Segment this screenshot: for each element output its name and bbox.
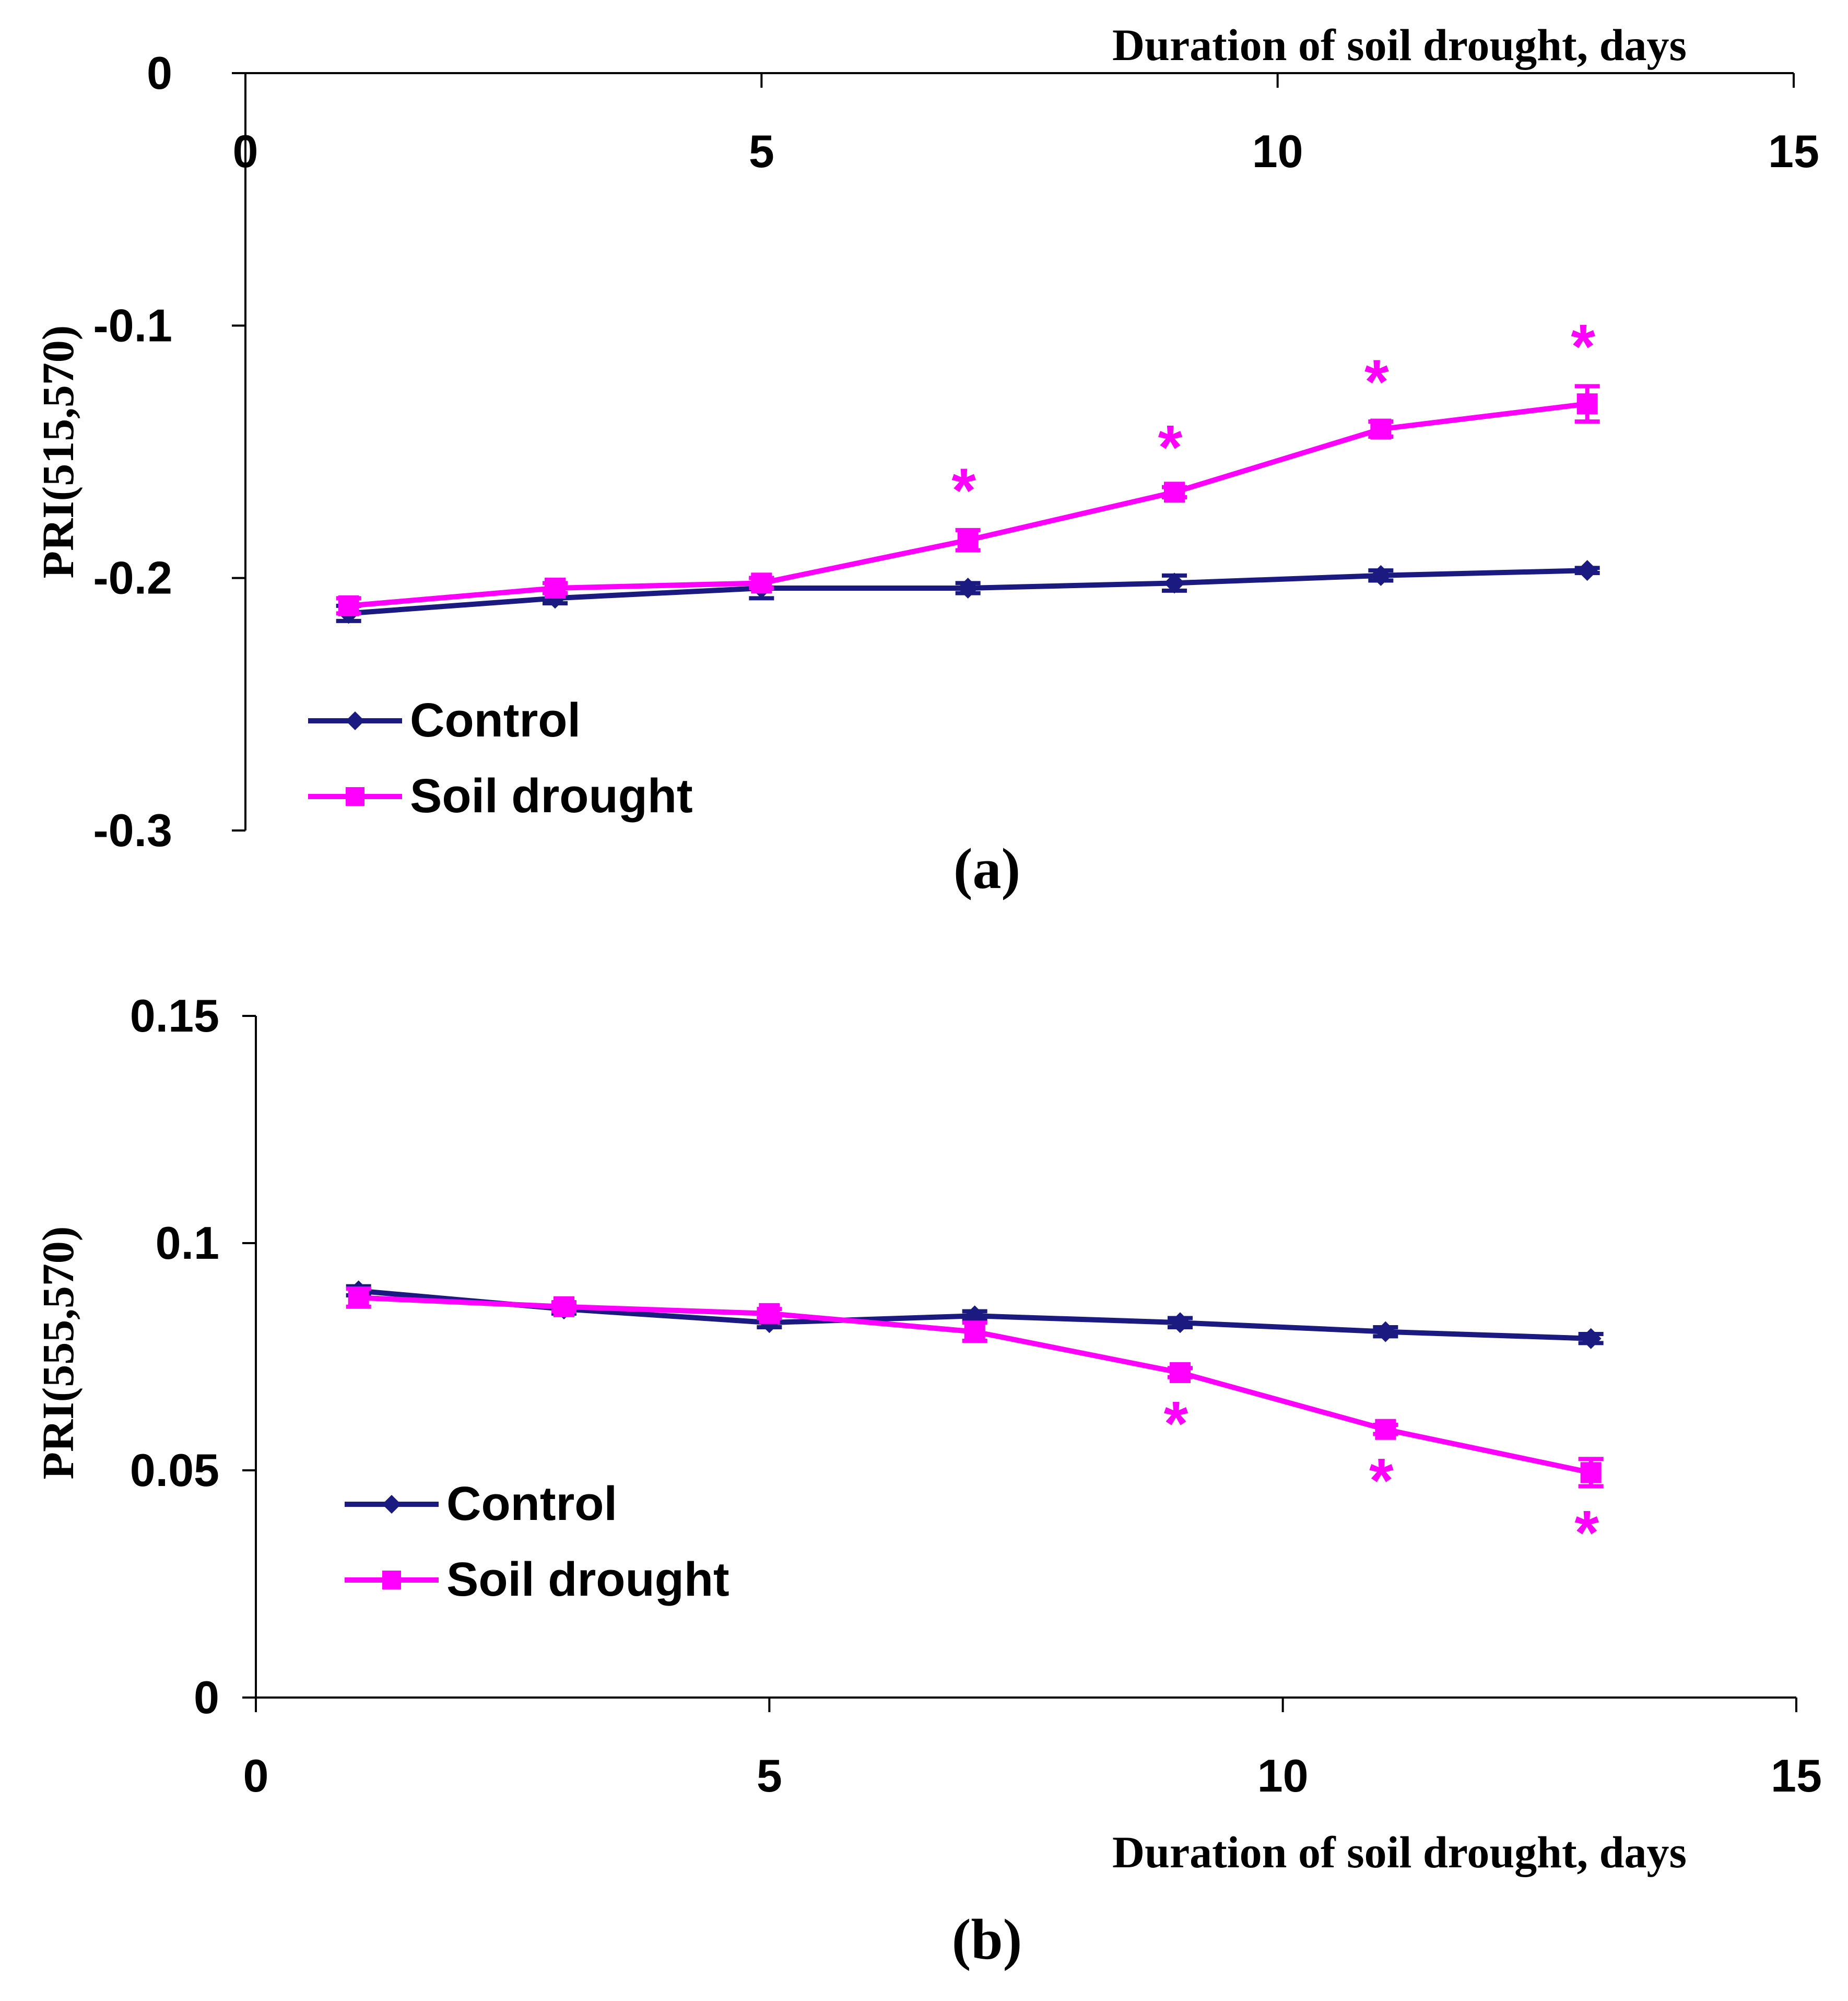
- legend: Control Soil drought: [345, 1477, 729, 1606]
- data-point: [759, 1303, 780, 1324]
- data-point: [1375, 1321, 1396, 1342]
- data-point: [1576, 560, 1598, 581]
- significance-star: *: [951, 455, 976, 525]
- legend-item: Control: [345, 1477, 617, 1530]
- data-point: [545, 578, 566, 599]
- y-axis-title: PRI(515,570): [33, 325, 83, 579]
- legend-item: Control: [308, 694, 581, 747]
- legend-label: Soil drought: [410, 769, 693, 823]
- series-soil-drought: * * * *: [336, 311, 1600, 616]
- data-point: [957, 578, 979, 599]
- y-tick-label: 0.05: [130, 1444, 219, 1496]
- data-point: [751, 572, 772, 594]
- x-tick-label: 5: [757, 1750, 782, 1801]
- legend-item: Soil drought: [345, 1553, 729, 1606]
- legend-marker: [346, 711, 364, 730]
- legend-item: Soil drought: [308, 769, 693, 823]
- panel-a: 0 5 10 15 0 -0.1 -0.2 -0.3 Duration of soil drou…: [33, 20, 1819, 900]
- data-point: [1375, 1419, 1396, 1440]
- data-point: [1170, 1362, 1191, 1383]
- x-axis-title: Duration of soil drought, days: [1112, 20, 1687, 70]
- significance-star: *: [1164, 1389, 1188, 1459]
- y-tick-label: 0.15: [130, 990, 219, 1042]
- data-point: [1370, 565, 1392, 586]
- data-point: [1580, 1462, 1602, 1483]
- y-tick-label: -0.3: [93, 804, 172, 856]
- significance-star: *: [1364, 347, 1389, 417]
- data-point: [348, 1287, 369, 1308]
- x-tick-label: 15: [1771, 1750, 1822, 1801]
- panel-label: (b): [952, 1908, 1022, 1971]
- legend-marker: [382, 1571, 401, 1589]
- x-tick-label: 0: [243, 1750, 269, 1801]
- significance-star: *: [1571, 311, 1595, 381]
- significance-star: *: [1158, 413, 1183, 483]
- legend-marker: [382, 1495, 401, 1514]
- data-point: [338, 595, 359, 616]
- legend-marker: [346, 787, 364, 806]
- data-point: [1576, 393, 1598, 415]
- data-point: [957, 530, 979, 551]
- y-tick-label: 0: [194, 1671, 219, 1723]
- significance-star: *: [1369, 1445, 1394, 1515]
- y-tick-label: -0.1: [93, 299, 172, 351]
- x-tick-label: 5: [749, 125, 774, 177]
- x-tick-label: 10: [1252, 125, 1303, 177]
- data-point: [554, 1296, 574, 1317]
- y-tick-label: -0.2: [93, 552, 172, 604]
- y-tick-label: 0.1: [156, 1217, 219, 1269]
- legend-label: Soil drought: [446, 1553, 729, 1606]
- data-point: [1370, 418, 1392, 440]
- significance-star: *: [1574, 1497, 1599, 1567]
- legend-label: Control: [410, 694, 581, 747]
- data-point: [1164, 482, 1185, 503]
- legend: Control Soil drought: [308, 694, 693, 823]
- data-point: [1580, 1328, 1602, 1349]
- y-axis-title: PRI(555,570): [33, 1226, 83, 1480]
- x-axis-title: Duration of soil drought, days: [1112, 1827, 1687, 1877]
- data-point: [964, 1321, 985, 1342]
- y-tick-label: 0: [147, 47, 172, 99]
- panel-b: 0 5 10 15 0.15 0.1 0.05 0 Duration of soil droug…: [33, 990, 1822, 1971]
- x-tick-label: 10: [1257, 1750, 1309, 1801]
- legend-label: Control: [446, 1477, 617, 1530]
- data-point: [1170, 1312, 1191, 1333]
- series-soil-drought: * * *: [346, 1286, 1604, 1567]
- panel-label: (a): [954, 837, 1020, 900]
- data-point: [1164, 572, 1185, 594]
- x-tick-label: 0: [233, 125, 258, 177]
- x-tick-label: 15: [1768, 125, 1819, 177]
